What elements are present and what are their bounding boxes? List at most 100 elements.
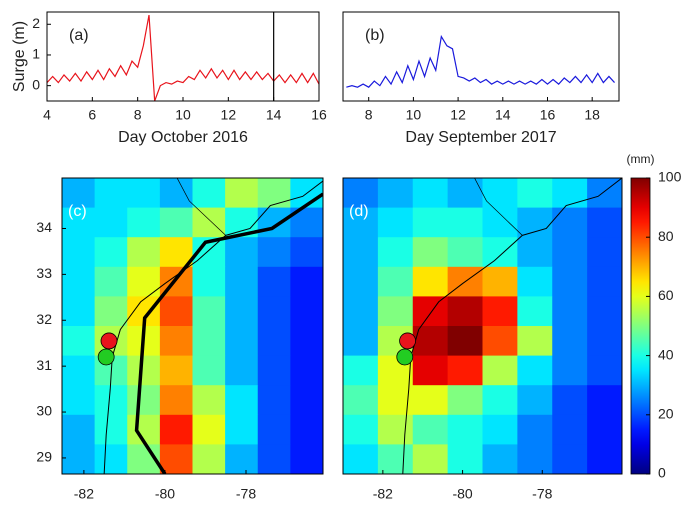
rain-cell [587,266,622,297]
rain-cell [192,326,226,357]
rain-cell [62,178,96,209]
storm-track [134,192,323,474]
rain-cell [377,178,414,209]
rain-cell [552,414,588,445]
x-tick-label: -78 [236,486,256,502]
x-tick-label: 6 [88,107,96,123]
rain-cell [552,444,588,474]
rain-cell [587,178,622,209]
coastline [103,180,323,474]
rain-cell [225,326,259,357]
rain-cell [290,355,323,386]
rain-cell [225,237,259,268]
colorbar-tick-label: 0 [658,465,666,481]
rain-cell [94,237,128,268]
rain-cell [412,444,449,474]
x-tick-label: -82 [373,486,393,502]
rain-cell [343,355,379,386]
coastline [402,178,622,474]
axes-frame [342,177,623,475]
rain-cell [94,444,128,474]
rain-cell [257,207,291,238]
rain-cell [225,178,259,209]
axes-frame [61,177,324,475]
panel-label: (b) [365,27,385,44]
rain-cell [447,237,483,268]
rain-cell [377,207,414,238]
x-tick-label: -80 [155,486,175,502]
rain-cell [62,266,96,297]
rain-cell [447,414,483,445]
rain-cell [159,296,193,327]
state-border [176,178,226,236]
rain-cell [377,296,414,327]
plot-area [62,178,323,474]
rain-cell [192,178,226,209]
rain-cell [62,385,96,416]
rain-cell [377,444,414,474]
y-axis-title: Surge (m) [11,21,28,92]
rain-cell [127,207,161,238]
rain-cell [225,355,259,386]
rain-cell [225,266,259,297]
rain-cell [225,444,259,474]
rain-cell [517,444,553,474]
x-tick-label: 16 [311,107,327,123]
x-tick-label: 8 [365,107,373,123]
rain-cell [482,296,518,327]
colorbar-tick-label: 20 [658,406,674,422]
rain-cell [552,207,588,238]
rain-cell [290,385,323,416]
x-tick-label: 14 [495,107,511,123]
rain-cell [159,444,193,474]
rain-cell [159,178,193,209]
rain-cell [587,237,622,268]
rain-cell [482,414,518,445]
colorbar [630,177,651,475]
rain-cell [517,266,553,297]
rain-cell [257,178,291,209]
rain-cell [517,207,553,238]
rain-cell [127,266,161,297]
rain-cell [482,207,518,238]
station [396,348,414,366]
y-tick-label: 32 [36,311,52,327]
y-tick-label: 30 [36,403,52,419]
rain-cell [127,355,161,386]
rain-cell [482,326,518,357]
rain-cell [552,296,588,327]
rain-cell [517,385,553,416]
rain-cell [343,266,379,297]
x-tick-label: 12 [221,107,237,123]
x-tick-label: 16 [540,107,556,123]
rain-cell [62,207,96,238]
rain-cell [517,237,553,268]
rain-cell [412,296,449,327]
x-tick-label: 4 [43,107,51,123]
rain-cell [257,266,291,297]
y-tick-label: 34 [36,219,52,235]
colorbar-tick-label: 100 [658,169,682,185]
rain-cell [377,237,414,268]
rain-cell [412,237,449,268]
rain-cell [94,266,128,297]
rain-cell [257,326,291,357]
rain-cell [552,355,588,386]
rain-cell [447,355,483,386]
rain-cell [257,237,291,268]
y-tick-label: 31 [36,357,52,373]
rain-cell [290,266,323,297]
rain-cell [290,296,323,327]
rain-cell [517,178,553,209]
colorbar-tick-label: 40 [658,346,674,362]
rain-cell [192,414,226,445]
rain-cell [552,178,588,209]
plot-area [47,12,319,101]
rain-cell [62,237,96,268]
y-tick-label: 33 [36,265,52,281]
rain-cell [447,326,483,357]
rain-cell [192,385,226,416]
rain-cell [343,207,379,238]
rain-cell [257,414,291,445]
y-tick-label: 2 [32,15,40,31]
